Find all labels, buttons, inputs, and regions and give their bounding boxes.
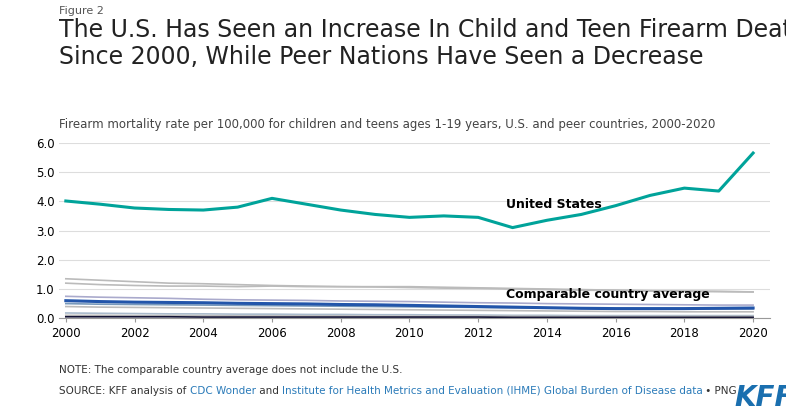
Text: • PNG: • PNG xyxy=(703,386,737,396)
Text: CDC Wonder: CDC Wonder xyxy=(189,386,255,396)
Text: United States: United States xyxy=(505,198,601,211)
Text: The U.S. Has Seen an Increase In Child and Teen Firearm Deaths
Since 2000, While: The U.S. Has Seen an Increase In Child a… xyxy=(59,18,786,69)
Text: Comparable country average: Comparable country average xyxy=(505,288,710,301)
Text: Institute for Health Metrics and Evaluation (IHME) Global Burden of Disease data: Institute for Health Metrics and Evaluat… xyxy=(281,386,703,396)
Text: and: and xyxy=(255,386,281,396)
Text: NOTE: The comparable country average does not include the U.S.: NOTE: The comparable country average doe… xyxy=(59,365,402,375)
Text: Firearm mortality rate per 100,000 for children and teens ages 1-19 years, U.S. : Firearm mortality rate per 100,000 for c… xyxy=(59,118,715,131)
Text: Figure 2: Figure 2 xyxy=(59,6,104,16)
Text: KFF: KFF xyxy=(735,384,786,408)
Text: SOURCE: KFF analysis of: SOURCE: KFF analysis of xyxy=(59,386,189,396)
